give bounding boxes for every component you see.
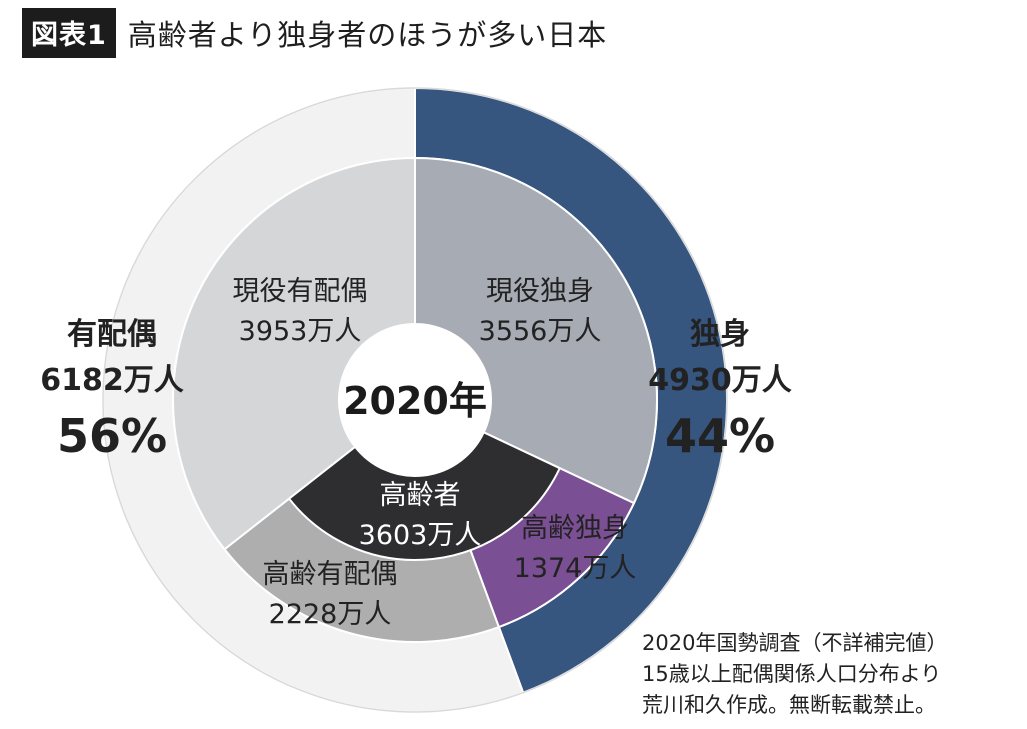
label-working-married-value: 3953万人 (239, 316, 362, 347)
label-working-single-name: 現役独身 (486, 276, 594, 307)
label-married-percent: 56% (57, 409, 167, 463)
label-married-value: 6182万人 (40, 363, 184, 398)
label-elderly-value: 3603万人 (359, 520, 482, 551)
center-hole (339, 324, 491, 476)
label-working-single-value: 3556万人 (479, 316, 602, 347)
label-single-value: 4930万人 (648, 363, 792, 398)
label-working-married-name: 現役有配偶 (233, 276, 368, 307)
label-elderly-married-name: 高齢有配偶 (263, 559, 398, 590)
label-elderly-name: 高齢者 (380, 480, 461, 511)
title-row: 図表1 高齢者より独身者のほうが多い日本 (22, 8, 607, 58)
source-line-2: 15歳以上配偶関係人口分布より (642, 662, 942, 686)
outer-ring-border (102, 87, 728, 713)
label-elderly-single-name: 高齢独身 (521, 513, 629, 544)
label-married-name: 有配偶 (67, 317, 157, 352)
label-elderly-married-value: 2228万人 (269, 599, 392, 630)
label-elderly-single-value: 1374万人 (514, 553, 637, 584)
source-note: 2020年国勢調査（不詳補完値） 15歳以上配偶関係人口分布より 荒川和久作成。… (642, 628, 947, 721)
source-line-1: 2020年国勢調査（不詳補完値） (642, 631, 948, 655)
label-single-percent: 44% (665, 409, 775, 463)
center-label: 2020年 (343, 379, 487, 423)
label-single-name: 独身 (690, 317, 750, 352)
figure-badge: 図表1 (22, 8, 116, 58)
inner-slice-working-married (172, 156, 416, 551)
chart-title: 高齢者より独身者のほうが多い日本 (127, 18, 608, 52)
source-line-3: 荒川和久作成。無断転載禁止。 (642, 693, 936, 717)
